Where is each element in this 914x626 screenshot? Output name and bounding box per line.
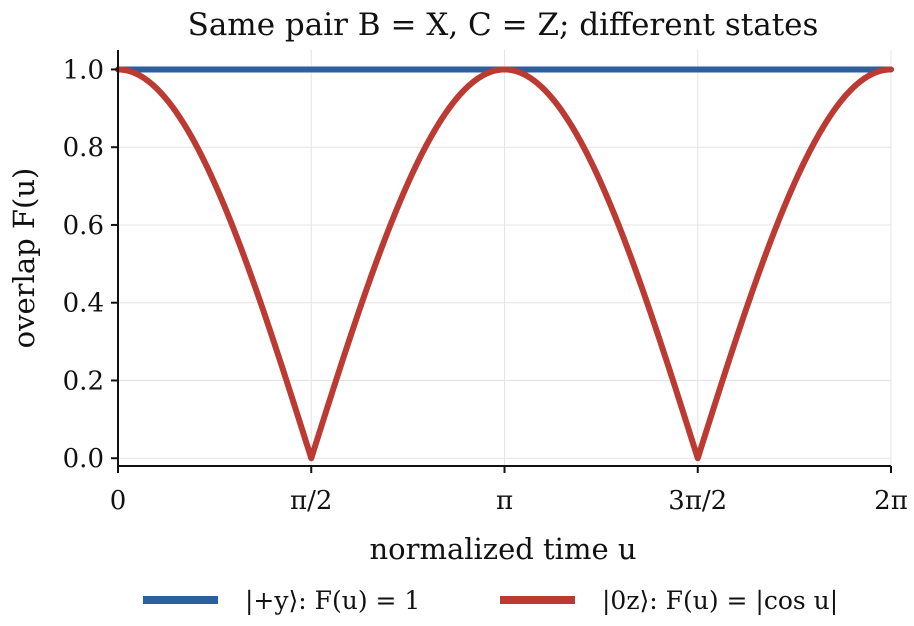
y-tick-label: 0.6 <box>63 211 104 241</box>
y-tick-label: 0.0 <box>63 444 104 474</box>
y-tick-label: 1.0 <box>63 55 104 85</box>
y-ticks: 0.0 0.2 0.4 0.6 0.8 1.0 <box>63 55 118 474</box>
x-tick-label: 0 <box>110 486 127 516</box>
legend: |+y⟩: F(u) = 1 |0z⟩: F(u) = |cos u| <box>143 586 838 616</box>
series-line-2 <box>115 66 894 462</box>
y-tick-label: 0.4 <box>63 289 104 319</box>
y-tick-label: 0.2 <box>63 366 104 396</box>
series-layer <box>115 66 894 462</box>
x-tick-label: π <box>496 486 513 516</box>
x-ticks: 0 π/2 π 3π/2 2π <box>110 466 908 516</box>
legend-label-series-2: |0z⟩: F(u) = |cos u| <box>602 586 838 616</box>
x-tick-label: 2π <box>874 486 908 516</box>
grid <box>117 50 892 466</box>
x-axis-label: normalized time u <box>369 532 636 566</box>
chart-title: Same pair B = X, C = Z; different states <box>188 7 819 43</box>
y-axis-label: overlap F(u) <box>7 168 41 349</box>
x-tick-label: 3π/2 <box>668 486 727 516</box>
x-tick-label: π/2 <box>290 486 332 516</box>
y-tick-label: 0.8 <box>63 133 104 163</box>
legend-label-series-1: |+y⟩: F(u) = 1 <box>245 586 420 616</box>
